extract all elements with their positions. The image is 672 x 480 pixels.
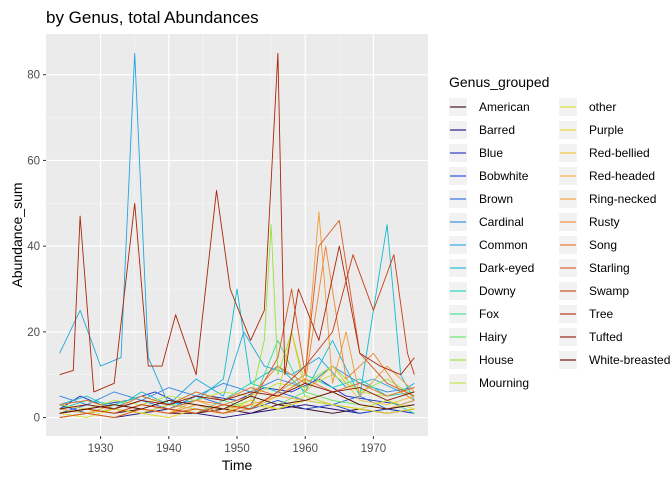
x-tick-label: 1960 [292,443,318,455]
series-layer [59,52,415,419]
legend-title: Genus_grouped [449,74,549,90]
legend-label: Bobwhite [479,169,529,183]
legend-label: Red-bellied [589,146,650,160]
y-tick-label: 40 [27,241,40,253]
legend-label: Purple [589,123,624,137]
legend-items: American Barred Blue Bobwhite Brown Cardinal C… [449,98,670,392]
x-tick-label: 1950 [224,443,250,455]
legend-label: White-breasted [589,353,670,367]
series-line-white-breasted [59,391,415,414]
y-axis-title: Abundance_sum [9,182,25,287]
series-line-downy [59,374,415,410]
legend-label: Starling [589,261,630,275]
legend-label: Song [589,238,617,252]
series-line-song [59,378,415,410]
x-axis: 1930 1940 1950 1960 1970 [88,436,386,455]
grid [46,34,428,436]
legend-label: House [479,353,514,367]
legend-label: American [479,100,530,114]
series-line-tree [59,52,415,393]
legend-label: other [589,100,616,114]
series-line-barred [59,404,415,419]
x-axis-title: Time [222,457,253,473]
y-axis: 0 20 40 60 80 [27,70,46,425]
legend-label: Rusty [589,215,620,229]
y-tick-label: 80 [27,70,40,82]
y-tick-label: 60 [27,155,40,167]
legend-label: Red-headed [589,169,655,183]
legend-label: Downy [479,284,516,298]
series-line-starling [59,219,415,419]
legend-label: Tree [589,307,614,321]
chart-title: by Genus, total Abundances [46,8,259,27]
legend-label: Swamp [589,284,629,298]
x-tick-label: 1930 [88,443,114,455]
legend-label: Fox [479,307,499,321]
series-line-tufted [59,382,415,410]
legend-label: Mourning [479,376,529,390]
x-tick-label: 1940 [156,443,182,455]
legend-label: Ring-necked [589,192,656,206]
x-tick-label: 1970 [361,443,387,455]
y-tick-label: 0 [34,413,40,425]
legend-label: Dark-eyed [479,261,534,275]
legend-label: Cardinal [479,215,524,229]
legend: Genus_grouped American Barred Blue Bobwhite… [449,74,670,392]
legend-label: Hairy [479,330,507,344]
legend-label: Brown [479,192,513,206]
legend-label: Common [479,238,528,252]
y-tick-label: 20 [27,327,40,339]
legend-label: Barred [479,123,515,137]
legend-label: Tufted [589,330,623,344]
legend-label: Blue [479,146,503,160]
